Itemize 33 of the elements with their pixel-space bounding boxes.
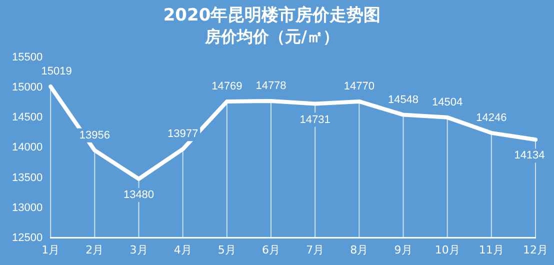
x-tick-label: 7月 — [306, 243, 324, 256]
data-label: 14769 — [212, 80, 242, 93]
data-label: 15019 — [41, 66, 72, 78]
y-tick-label: 14500 — [12, 112, 43, 124]
y-tick-label: 12500 — [12, 232, 43, 244]
data-label: 14770 — [344, 80, 374, 92]
x-tick-label: 10月 — [434, 243, 460, 256]
x-tick-label: 11月 — [478, 243, 504, 256]
x-tick-label: 5月 — [218, 243, 236, 256]
y-tick-label: 13500 — [12, 172, 43, 184]
data-label: 14134 — [514, 150, 545, 162]
x-tick-label: 4月 — [174, 243, 192, 256]
x-tick-label: 8月 — [350, 243, 368, 256]
data-label: 14731 — [300, 114, 330, 126]
data-label: 14778 — [256, 80, 286, 92]
x-tick-label: 2月 — [86, 243, 104, 256]
y-tick-label: 15000 — [12, 82, 43, 94]
x-tick-label: 12月 — [523, 243, 548, 256]
y-tick-label: 15500 — [12, 52, 43, 64]
data-label: 13977 — [168, 128, 198, 140]
chart-subtitle: 房价均价（元/㎡） — [204, 27, 339, 46]
chart-title: 2020年昆明楼市房价走势图 — [163, 6, 381, 26]
y-tick-label: 14000 — [12, 142, 43, 154]
data-label: 14504 — [432, 96, 463, 108]
x-tick-label: 3月 — [130, 243, 148, 256]
y-tick-label: 13000 — [12, 202, 43, 214]
data-label: 13956 — [79, 129, 110, 142]
x-tick-label: 9月 — [394, 243, 412, 256]
x-tick-label: 1月 — [42, 243, 60, 256]
x-tick-label: 6月 — [262, 243, 280, 256]
data-label: 14548 — [388, 94, 419, 106]
data-label: 14246 — [476, 112, 507, 124]
data-label: 13480 — [123, 188, 154, 201]
